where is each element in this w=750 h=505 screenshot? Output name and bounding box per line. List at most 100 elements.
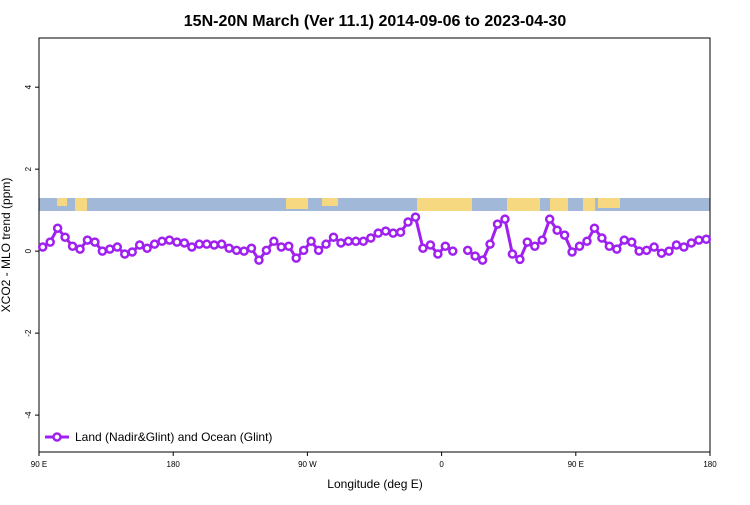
data-point <box>582 236 592 247</box>
data-point <box>328 232 339 242</box>
data-point <box>224 243 234 254</box>
map-land <box>322 198 338 206</box>
x-tick-label: 90 W <box>298 460 317 469</box>
data-point <box>239 246 249 256</box>
data-point <box>626 237 637 247</box>
data-point <box>515 254 525 265</box>
data-point <box>119 249 130 259</box>
data-point <box>37 242 48 252</box>
map-ocean <box>39 198 710 211</box>
data-point <box>410 212 421 222</box>
data-point <box>351 236 361 247</box>
data-point <box>67 241 78 251</box>
data-point <box>313 245 324 256</box>
data-point <box>530 241 540 251</box>
data-point <box>641 245 652 256</box>
data-point <box>403 217 413 227</box>
map-land <box>507 198 540 211</box>
data-point <box>433 249 443 259</box>
data-point <box>343 236 354 247</box>
data-point <box>127 247 137 257</box>
data-point <box>179 238 190 248</box>
data-point <box>656 248 667 258</box>
data-point <box>544 214 555 224</box>
data-point <box>485 239 495 249</box>
data-point <box>366 233 376 243</box>
data-point <box>634 246 644 256</box>
data-point <box>231 245 242 256</box>
map-strip <box>39 198 710 211</box>
data-point <box>694 235 704 245</box>
map-land <box>75 198 87 211</box>
data-point <box>157 236 167 247</box>
data-point <box>567 247 577 257</box>
y-tick-label: 0 <box>24 248 33 253</box>
data-point <box>209 240 219 250</box>
data-point <box>172 237 182 247</box>
data-point <box>649 242 659 252</box>
map-land <box>417 198 472 211</box>
data-point <box>75 244 85 254</box>
data-point <box>671 240 682 250</box>
data-point <box>477 255 488 265</box>
legend-label: Land (Nadir&Glint) and Ocean (Glint) <box>75 430 272 444</box>
data-point <box>254 255 264 265</box>
data-point <box>269 236 279 247</box>
x-tick-label: 180 <box>167 460 181 469</box>
data-point <box>537 235 547 245</box>
data-point <box>612 244 622 254</box>
map-land <box>598 198 620 208</box>
data-point <box>306 236 316 247</box>
data-point <box>97 246 108 256</box>
data-point <box>500 214 510 224</box>
data-point <box>462 245 473 256</box>
data-point <box>52 223 63 233</box>
data-point <box>470 251 480 261</box>
x-tick-label: 90 E <box>31 460 47 469</box>
data-point <box>507 249 518 259</box>
data-point <box>105 244 115 254</box>
data-point <box>373 228 383 238</box>
data-point <box>440 241 451 251</box>
map-land <box>550 198 568 211</box>
data-point <box>589 223 600 233</box>
data-point <box>202 239 212 249</box>
data-point <box>82 235 93 245</box>
data-point <box>448 246 458 256</box>
x-tick-label: 180 <box>703 460 717 469</box>
data-point <box>559 230 570 240</box>
data-point <box>284 241 294 251</box>
map-land <box>286 198 308 209</box>
data-point <box>336 238 346 248</box>
data-point <box>164 235 175 245</box>
data-point <box>701 234 712 245</box>
y-tick-label: 4 <box>24 84 33 89</box>
data-point <box>597 233 607 243</box>
data-point <box>604 241 615 251</box>
data-point <box>216 239 227 249</box>
data-point <box>388 228 398 238</box>
data-point <box>134 240 145 250</box>
data-point <box>574 241 585 251</box>
data-point <box>246 243 257 254</box>
data-point <box>276 242 287 252</box>
x-tick-label: 90 E <box>568 460 584 469</box>
data-point <box>298 245 309 256</box>
data-point <box>664 246 674 256</box>
data-point <box>321 239 331 249</box>
y-tick-label: -2 <box>24 329 33 337</box>
data-point <box>142 243 152 254</box>
x-axis-label: Longitude (deg E) <box>327 477 422 491</box>
data-point <box>358 236 369 247</box>
data-point <box>149 239 160 249</box>
y-axis-label: XCO2 - MLO trend (ppm) <box>0 178 13 313</box>
data-point <box>90 237 100 247</box>
chart-title: 15N-20N March (Ver 11.1) 2014-09-06 to 2… <box>184 13 567 30</box>
data-point <box>395 227 406 238</box>
data-point <box>522 237 533 247</box>
data-point <box>187 242 197 252</box>
data-point <box>60 232 70 242</box>
data-point <box>291 253 301 263</box>
